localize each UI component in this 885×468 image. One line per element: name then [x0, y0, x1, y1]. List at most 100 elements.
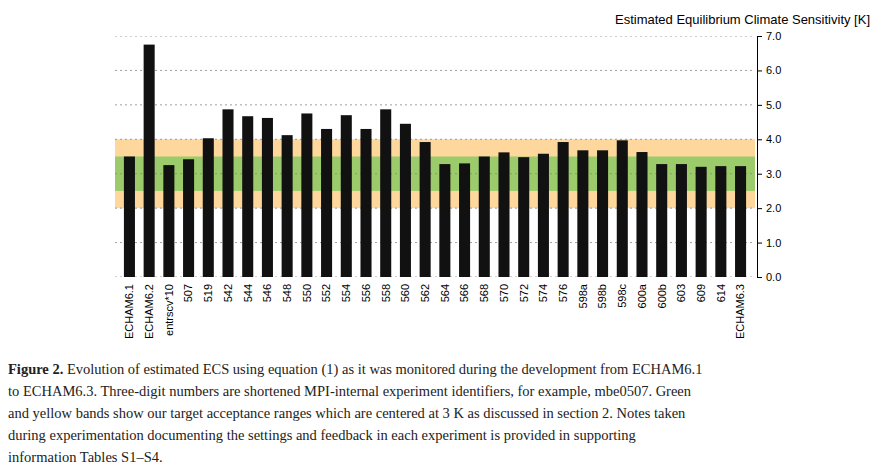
x-tick: 598c	[616, 284, 628, 308]
bar	[124, 157, 135, 278]
bar	[735, 166, 746, 277]
y-tick: 1.0	[757, 237, 781, 249]
y-tick-label: 5.0	[766, 99, 781, 111]
x-tick-label: 598a	[577, 283, 589, 308]
plot-area	[115, 36, 755, 277]
x-tick-label: 566	[458, 284, 470, 302]
bar	[696, 167, 707, 277]
bar	[439, 164, 450, 277]
bar	[282, 135, 293, 277]
x-tick: 560	[399, 284, 411, 302]
caption-line: Figure 2. Evolution of estimated ECS usi…	[8, 361, 702, 378]
x-tick: 544	[242, 284, 254, 302]
x-tick: 558	[380, 284, 392, 302]
grid-line	[115, 70, 755, 71]
x-tick: 574	[537, 284, 549, 302]
x-tick-label: 568	[478, 284, 490, 302]
x-tick: 572	[518, 284, 530, 302]
caption-line: to ECHAM6.3. Three-digit numbers are sho…	[8, 383, 692, 399]
x-tick-label: 544	[242, 284, 254, 302]
x-tick: 576	[557, 284, 569, 302]
bar	[242, 116, 253, 277]
x-tick: 552	[320, 284, 332, 302]
x-tick: 562	[419, 284, 431, 302]
bar	[676, 164, 687, 277]
bar	[400, 124, 411, 277]
y-tick-label: 6.0	[766, 64, 781, 76]
y-tick-label: 1.0	[766, 237, 781, 249]
x-tick-label: 546	[261, 284, 273, 302]
bar	[163, 165, 174, 277]
bar	[262, 118, 273, 277]
caption-line: during experimentation documenting the s…	[8, 427, 636, 443]
y-tick-mark	[757, 243, 762, 244]
x-tick-label: 570	[498, 284, 510, 302]
grid-line	[115, 36, 755, 37]
y-tick: 5.0	[757, 99, 781, 111]
x-tick-label: 614	[715, 284, 727, 302]
bar	[183, 159, 194, 277]
x-tick: ECHAM6.2	[143, 284, 155, 339]
x-tick-label: ECHAM6.2	[143, 284, 155, 339]
x-tick: 614	[715, 284, 727, 302]
x-tick-label: 572	[518, 284, 530, 302]
x-tick: 598a	[577, 283, 589, 308]
x-tick-label: 507	[182, 284, 194, 302]
y-tick-mark	[757, 277, 762, 278]
y-tick-mark	[757, 36, 762, 37]
x-tick-label: 603	[675, 284, 687, 302]
x-tick: entrscv*10	[163, 284, 175, 336]
x-tick-label: 556	[360, 284, 372, 302]
x-tick-label: 560	[399, 284, 411, 302]
x-tick-label: 576	[557, 284, 569, 302]
x-tick-label: 554	[340, 284, 352, 302]
x-tick: 507	[182, 284, 194, 302]
bar	[538, 154, 549, 277]
x-tick-label: 598b	[596, 284, 608, 308]
x-tick: 603	[675, 284, 687, 302]
chart-title: Estimated Equilibrium Climate Sensitivit…	[615, 12, 870, 27]
bar	[479, 157, 490, 278]
x-tick: 550	[301, 284, 313, 302]
bar	[518, 157, 529, 277]
y-tick: 2.0	[757, 202, 781, 214]
x-tick-label: 548	[281, 284, 293, 302]
caption-line: information Tables S1–S4.	[8, 449, 163, 465]
x-tick: 554	[340, 284, 352, 302]
x-tick-label: 519	[202, 284, 214, 302]
x-tick: 548	[281, 284, 293, 302]
x-tick-label: 609	[695, 284, 707, 302]
x-axis: ECHAM6.1ECHAM6.2entrscv*1050751954254454…	[123, 283, 746, 339]
x-tick-label: ECHAM6.3	[734, 284, 746, 339]
bar	[222, 109, 233, 277]
chart: 0.01.02.03.04.05.06.07.0ECHAM6.1ECHAM6.2…	[0, 0, 885, 468]
y-tick: 6.0	[757, 64, 781, 76]
y-tick-label: 2.0	[766, 202, 781, 214]
y-axis: 0.01.02.03.04.05.06.07.0	[757, 30, 781, 283]
bar	[341, 115, 352, 277]
bar	[203, 138, 214, 277]
bar	[360, 129, 371, 277]
bar	[144, 45, 155, 277]
caption-line: and yellow bands show our target accepta…	[8, 405, 686, 421]
x-tick: 570	[498, 284, 510, 302]
bar	[636, 152, 647, 277]
y-tick: 4.0	[757, 133, 781, 145]
bar	[577, 150, 588, 277]
x-tick-label: 542	[222, 284, 234, 302]
caption-text: Evolution of estimated ECS using equatio…	[67, 361, 703, 378]
y-tick-label: 3.0	[766, 168, 781, 180]
y-tick-label: 4.0	[766, 133, 781, 145]
bar	[301, 113, 312, 277]
x-tick: 566	[458, 284, 470, 302]
y-tick: 7.0	[757, 30, 781, 42]
y-tick-mark	[757, 105, 762, 106]
grid-line	[115, 104, 755, 105]
x-tick: 598b	[596, 284, 608, 308]
x-tick-label: 574	[537, 284, 549, 302]
y-tick-mark	[757, 174, 762, 175]
x-tick-label: 598c	[616, 284, 628, 308]
x-tick-label: 558	[380, 284, 392, 302]
x-tick: 564	[439, 284, 451, 302]
x-tick: 546	[261, 284, 273, 302]
